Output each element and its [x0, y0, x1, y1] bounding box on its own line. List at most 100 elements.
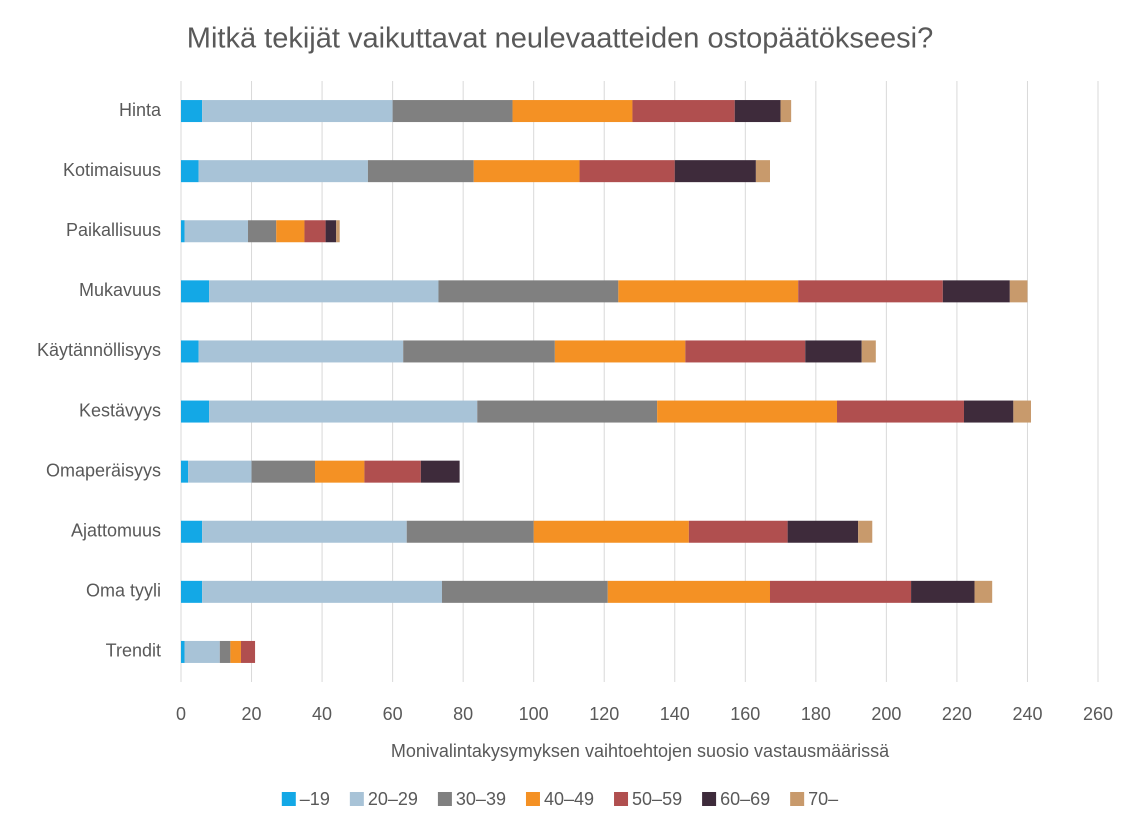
- bar-segment: [209, 280, 439, 303]
- bar-segment: [657, 400, 838, 423]
- bar-segment: [632, 100, 735, 123]
- bar-segment: [202, 100, 393, 123]
- x-tick-label: 140: [660, 704, 690, 724]
- bar-segment: [240, 640, 256, 663]
- y-tick-label: Oma tyyli: [86, 581, 161, 601]
- x-tick-label: 0: [176, 704, 186, 724]
- bar-segment: [367, 160, 474, 183]
- bar-segment: [181, 400, 210, 423]
- x-tick-label: 60: [383, 704, 403, 724]
- bar-segment: [198, 340, 404, 363]
- bar-segment: [607, 580, 770, 603]
- bar-segment: [325, 220, 337, 243]
- legend-label: 50–59: [632, 789, 682, 809]
- bar-segment: [219, 640, 231, 663]
- bar-segment: [618, 280, 799, 303]
- legend-label: 40–49: [544, 789, 594, 809]
- bar-segment: [533, 520, 689, 543]
- bar-segment: [674, 160, 756, 183]
- legend-swatch: [437, 792, 452, 806]
- y-tick-label: Kotimaisuus: [63, 160, 161, 180]
- bar-segment: [276, 220, 305, 243]
- y-tick-label: Omaperäisyys: [46, 460, 161, 480]
- y-tick-label: Ajattomuus: [71, 521, 161, 541]
- bar-segment: [184, 640, 220, 663]
- y-tick-label: Kestävyys: [79, 400, 161, 420]
- bar-segment: [403, 340, 555, 363]
- chart-title: Mitkä tekijät vaikuttavat neulevaatteide…: [187, 23, 933, 55]
- legend-label: 20–29: [368, 789, 418, 809]
- bar-segment: [942, 280, 1010, 303]
- bar-segment: [780, 100, 792, 123]
- bar-segment: [477, 400, 658, 423]
- bar-segment: [304, 220, 326, 243]
- bar-segment: [406, 520, 534, 543]
- bar-segment: [441, 580, 608, 603]
- bar-segment: [392, 100, 513, 123]
- bar-segment: [315, 460, 365, 483]
- y-tick-label: Hinta: [119, 100, 162, 120]
- y-tick-label: Mukavuus: [79, 280, 161, 300]
- bar-segment: [230, 640, 241, 663]
- bar-segment: [755, 160, 770, 183]
- x-tick-label: 80: [453, 704, 473, 724]
- y-tick-label: Trendit: [106, 641, 161, 661]
- bar-segment: [911, 580, 975, 603]
- bar-segment: [202, 580, 442, 603]
- bar-segment: [184, 220, 249, 243]
- y-tick-label: Paikallisuus: [66, 220, 161, 240]
- bar-segment: [181, 520, 203, 543]
- x-axis-label: Monivalintakysymyksen vaihtoehtojen suos…: [391, 741, 890, 761]
- bar-segment: [805, 340, 862, 363]
- bar-segment: [188, 460, 252, 483]
- x-tick-label: 100: [519, 704, 549, 724]
- bar-segment: [688, 520, 788, 543]
- bar-segment: [734, 100, 781, 123]
- bar-segment: [202, 520, 407, 543]
- bar-segment: [798, 280, 943, 303]
- legend-label: 30–39: [456, 789, 506, 809]
- bar-segment: [473, 160, 580, 183]
- legend-swatch: [614, 792, 629, 806]
- bar-segment: [974, 580, 993, 603]
- bar-segment: [181, 340, 199, 363]
- bar-segment: [181, 460, 189, 483]
- legend-swatch: [525, 792, 540, 806]
- bar-segment: [336, 220, 340, 243]
- legend-swatch: [349, 792, 364, 806]
- legend-label: –19: [300, 789, 330, 809]
- bar-segment: [181, 640, 185, 663]
- bar-segment: [769, 580, 912, 603]
- bar-segment: [1009, 280, 1028, 303]
- bar-segment: [858, 520, 873, 543]
- bar-segment: [181, 220, 185, 243]
- legend-swatch: [790, 792, 805, 806]
- bar-segment: [512, 100, 633, 123]
- bar-segment: [198, 160, 368, 183]
- bar-segment: [554, 340, 686, 363]
- bar-segment: [248, 220, 277, 243]
- bar-segment: [181, 280, 210, 303]
- bar-segment: [579, 160, 675, 183]
- bar-segment: [251, 460, 316, 483]
- bar-segment: [861, 340, 876, 363]
- x-tick-label: 120: [589, 704, 619, 724]
- x-tick-label: 260: [1083, 704, 1113, 724]
- legend-swatch: [702, 792, 717, 806]
- bar-segment: [685, 340, 806, 363]
- bar-segment: [364, 460, 421, 483]
- x-tick-label: 240: [1012, 704, 1042, 724]
- bar-segment: [420, 460, 460, 483]
- bar-segment: [181, 580, 203, 603]
- legend-label: 70–: [808, 789, 838, 809]
- bar-segment: [438, 280, 619, 303]
- bar-segment: [181, 100, 203, 123]
- legend-label: 60–69: [720, 789, 770, 809]
- bar-segment: [209, 400, 478, 423]
- legend-swatch: [281, 792, 296, 806]
- bar-segment: [837, 400, 964, 423]
- x-tick-label: 180: [801, 704, 831, 724]
- x-tick-label: 160: [730, 704, 760, 724]
- y-tick-label: Käytännöllisyys: [37, 340, 161, 360]
- bar-segment: [1013, 400, 1031, 423]
